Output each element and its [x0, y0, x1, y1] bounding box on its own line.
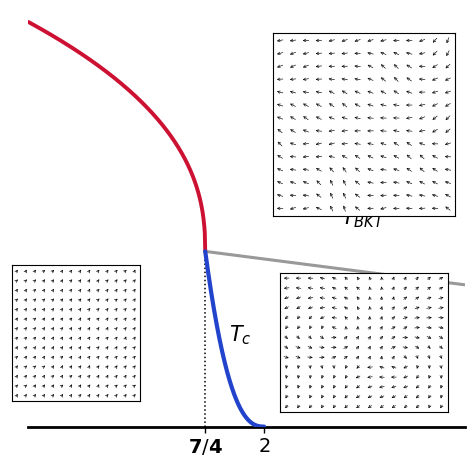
Text: $T_{BKT}$: $T_{BKT}$ [341, 206, 385, 230]
Text: $T_c$: $T_c$ [229, 323, 252, 346]
